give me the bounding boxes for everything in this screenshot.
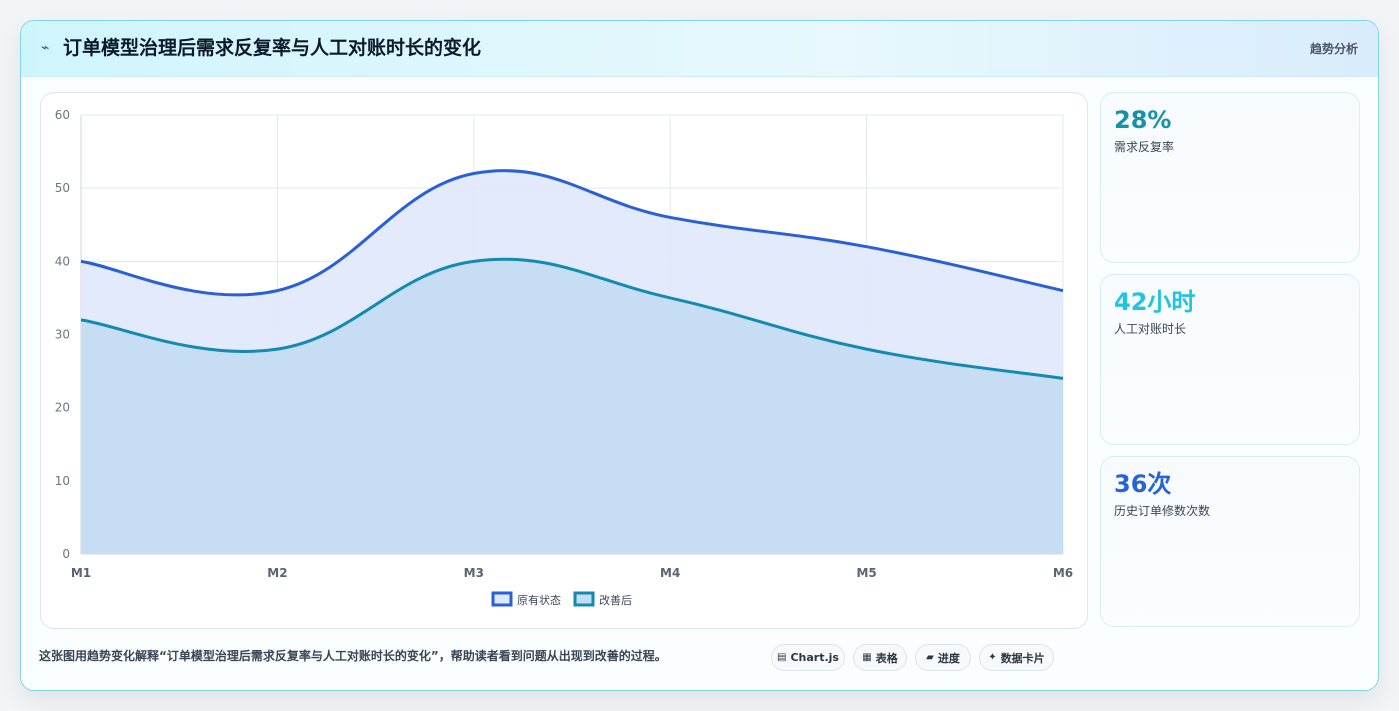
stat-value: 28% — [1114, 106, 1172, 134]
y-tick-label: 10 — [55, 474, 70, 488]
x-tick-label: M4 — [660, 566, 680, 580]
stat-label: 历史订单修数次数 — [1114, 504, 1211, 518]
y-tick-label: 0 — [62, 547, 70, 561]
legend-label: 原有状态 — [517, 593, 561, 607]
card-header: ⌁ 订单模型治理后需求反复率与人工对账时长的变化 趋势分析 — [21, 21, 1378, 77]
chart-icon: ▤ — [777, 652, 787, 663]
x-tick-label: M6 — [1053, 566, 1073, 580]
y-tick-label: 30 — [55, 328, 70, 342]
chart-card: ⌁ 订单模型治理后需求反复率与人工对账时长的变化 趋势分析 0 10 20 30 40 5… — [20, 20, 1379, 691]
card-icon: ✦ — [988, 652, 997, 663]
stat-label: 需求反复率 — [1114, 140, 1175, 154]
chip-label: 进度 — [937, 651, 960, 665]
progress-icon: ▰ — [926, 652, 934, 663]
y-tick-label: 40 — [55, 254, 70, 268]
stat-card-fix-count: 36次 历史订单修数次数 — [1100, 456, 1360, 627]
page-title: 订单模型治理后需求反复率与人工对账时长的变化 — [63, 37, 482, 59]
series-line-original — [80, 169, 1064, 297]
chip-label: 数据卡片 — [1000, 651, 1045, 665]
chip-label: Chart.js — [790, 651, 839, 664]
legend-swatch — [573, 591, 595, 607]
x-tick-label: M5 — [856, 566, 876, 580]
x-tick-label: M3 — [464, 566, 484, 580]
stat-card-reconcile-hours: 42小时 人工对账时长 — [1100, 274, 1360, 445]
y-tick-label: 50 — [55, 181, 70, 195]
table-icon: ▦ — [862, 652, 872, 663]
chart-description: 这张图用趋势变化解释“订单模型治理后需求反复率与人工对账时长的变化”，帮助读者看… — [39, 649, 667, 663]
stat-value: 36次 — [1114, 470, 1172, 498]
y-tick-label: 60 — [55, 108, 70, 122]
series-line-improved — [80, 257, 1064, 380]
header-tag: 趋势分析 — [1309, 42, 1358, 56]
chip-data-card[interactable]: ✦ 数据卡片 — [979, 644, 1054, 671]
chip-table[interactable]: ▦ 表格 — [853, 644, 907, 671]
legend-swatch — [491, 591, 513, 607]
stat-label: 人工对账时长 — [1114, 322, 1187, 336]
y-tick-label: 20 — [55, 401, 70, 415]
chip-chartjs[interactable]: ▤ Chart.js — [771, 644, 845, 671]
legend-label: 改善后 — [599, 593, 632, 607]
chip-label: 表格 — [875, 651, 898, 665]
stat-card-repeat-rate: 28% 需求反复率 — [1100, 92, 1360, 263]
stat-value: 42小时 — [1114, 288, 1196, 316]
chart-panel: 0 10 20 30 40 50 60 M1 M2 M3 M4 M5 M6 原有状态 改善后 — [40, 92, 1088, 629]
area-fill-improved — [81, 259, 1063, 554]
trend-icon: ⌁ — [41, 40, 50, 56]
line-area-chart: 0 10 20 30 40 50 60 M1 M2 M3 M4 M5 M6 原有状态 改善后 — [55, 108, 1073, 607]
x-tick-label: M1 — [71, 566, 91, 580]
x-tick-label: M2 — [267, 566, 287, 580]
chip-progress[interactable]: ▰ 进度 — [915, 644, 971, 671]
